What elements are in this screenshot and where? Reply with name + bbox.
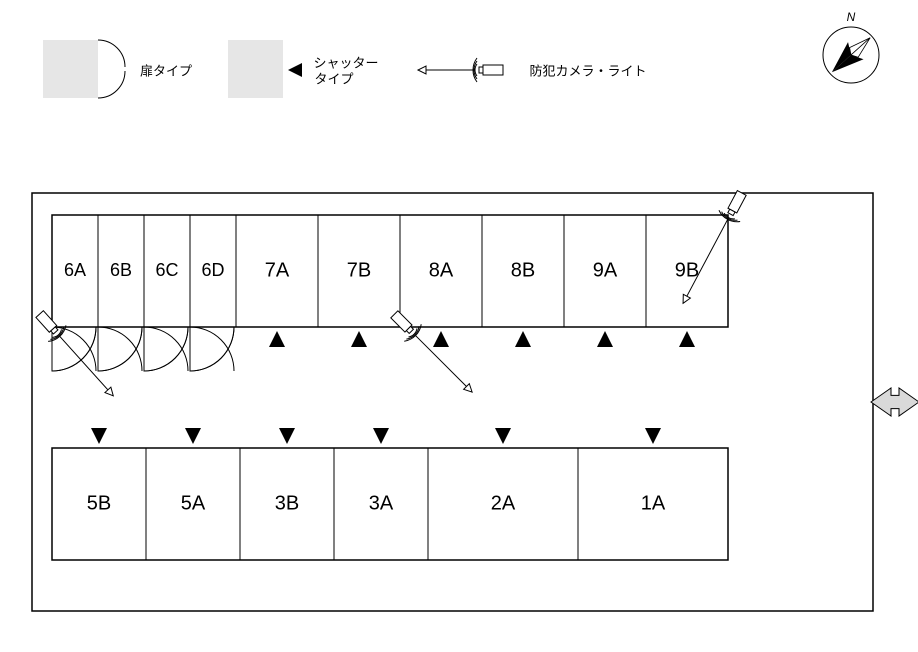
- label-text: 9A: [593, 259, 618, 281]
- door-arc-icon: [52, 327, 96, 371]
- shutter-tri-icon: [645, 428, 661, 444]
- outer-frame: [32, 193, 873, 611]
- label-text: 防犯カメラ・ライト: [529, 63, 646, 78]
- top-block-frame: [52, 215, 728, 327]
- camera-icon: [418, 58, 503, 82]
- label-text: 3B: [275, 492, 299, 514]
- door-arc-icon: [190, 327, 234, 371]
- label-text: 7A: [265, 259, 290, 281]
- shutter-tri-icon: [679, 331, 695, 347]
- door-arc-icon: [98, 71, 125, 98]
- label-text: 8B: [511, 259, 535, 281]
- door-arc-icon: [98, 327, 142, 371]
- shutter-tri-icon: [515, 331, 531, 347]
- shutter-tri-icon: [288, 63, 302, 77]
- label-text: 9B: [675, 259, 699, 281]
- label-text: 1A: [641, 492, 666, 514]
- label-text: N: [847, 10, 856, 24]
- door-arc-icon: [190, 327, 234, 371]
- label-text: 2A: [491, 492, 516, 514]
- label-text: 6A: [64, 260, 86, 280]
- label-text: 7B: [347, 259, 371, 281]
- label-text: 6C: [155, 260, 178, 280]
- label-text: 6B: [110, 260, 132, 280]
- door-arc-icon: [144, 327, 188, 371]
- shutter-tri-icon: [433, 331, 449, 347]
- shutter-tri-icon: [495, 428, 511, 444]
- door-arc-icon: [98, 327, 142, 371]
- camera-icon: [31, 306, 122, 404]
- label-text: 3A: [369, 492, 394, 514]
- entry-arrow-icon: [871, 388, 918, 416]
- shutter-tri-icon: [351, 331, 367, 347]
- label-text: シャッター: [313, 55, 378, 70]
- door-arc-icon: [52, 327, 96, 371]
- legend: 扉タイプ シャッタータイプ 防犯カメラ・ライト: [43, 40, 647, 98]
- shutter-tri-icon: [597, 331, 613, 347]
- legend-door-box: [43, 40, 98, 98]
- legend-shutter-box: [228, 40, 283, 98]
- door-arc-icon: [98, 327, 142, 371]
- shutter-tri-icon: [185, 428, 201, 444]
- label-text: タイプ: [314, 71, 353, 86]
- shutter-tri-icon: [91, 428, 107, 444]
- label-text: 6D: [201, 260, 224, 280]
- label-text: 扉タイプ: [140, 63, 192, 78]
- door-arc-icon: [98, 40, 125, 67]
- label-text: 5A: [181, 492, 206, 514]
- door-arc-icon: [144, 327, 188, 371]
- shutter-tri-icon: [373, 428, 389, 444]
- compass-icon: N: [823, 10, 879, 83]
- top-units: 6A 6B 6C 6D 7A 7B 8A 8B 9A 9B: [52, 215, 699, 371]
- label-text: 8A: [429, 259, 454, 281]
- shutter-tri-icon: [269, 331, 285, 347]
- label-text: 5B: [87, 492, 111, 514]
- camera-icon: [386, 306, 481, 401]
- shutter-tri-icon: [279, 428, 295, 444]
- diagram-root: 扉タイプ シャッタータイプ 防犯カメラ・ライト N 6A 6B 6C 6D 7A 7B 8A 8B 9A…: [31, 10, 918, 611]
- camera-icon: [672, 187, 752, 309]
- door-arc-icon: [52, 327, 96, 371]
- door-arc-icon: [144, 327, 188, 371]
- door-arc-icon: [190, 327, 234, 371]
